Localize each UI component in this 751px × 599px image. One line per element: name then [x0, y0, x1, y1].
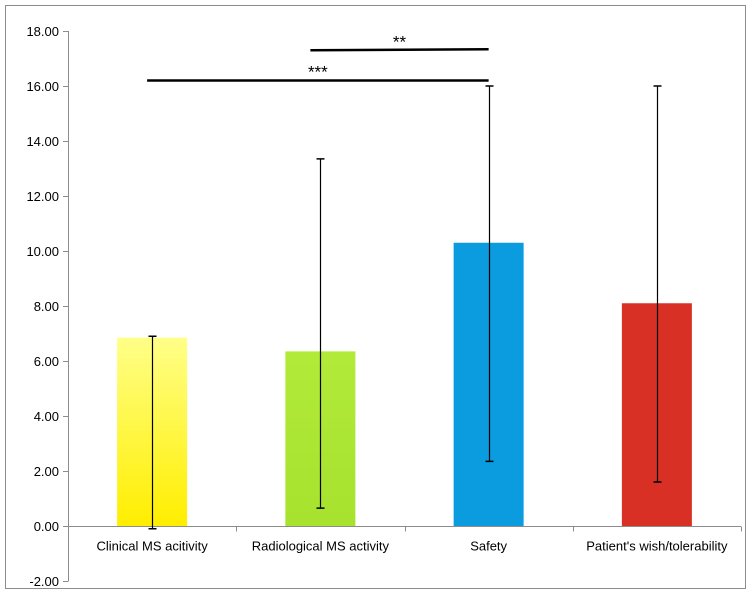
error-bars [148, 85, 662, 530]
y-tick-label: 2.00 [34, 464, 59, 479]
y-tick-label: 6.00 [34, 354, 59, 369]
axes [63, 31, 742, 582]
y-tick-label: 16.00 [26, 79, 59, 94]
category-label: Clinical MS acitivity [97, 539, 209, 554]
y-tick-label: 0.00 [34, 519, 59, 534]
tick-labels: -2.00 0.00 2.00 4.00 6.00 8.00 10.00 12.00 14.00… [26, 24, 728, 589]
category-label: Patient's wish/tolerability [586, 539, 728, 554]
significance-label: ** [393, 32, 407, 51]
y-tick-label: 8.00 [34, 299, 59, 314]
significance-brackets: ***** [147, 32, 489, 82]
category-label: Radiological MS activity [252, 539, 390, 554]
bars [117, 242, 692, 526]
y-tick-label: 14.00 [26, 134, 59, 149]
y-tick-label: 4.00 [34, 409, 59, 424]
significance-label: *** [308, 63, 328, 82]
significance-line [310, 48, 489, 52]
y-tick-label: -2.00 [29, 574, 59, 589]
category-label: Safety [470, 539, 507, 554]
y-tick-label: 10.00 [26, 244, 59, 259]
bar [453, 242, 524, 526]
y-tick-label: 12.00 [26, 189, 59, 204]
y-tick-label: 18.00 [26, 24, 59, 39]
bar [621, 303, 692, 526]
